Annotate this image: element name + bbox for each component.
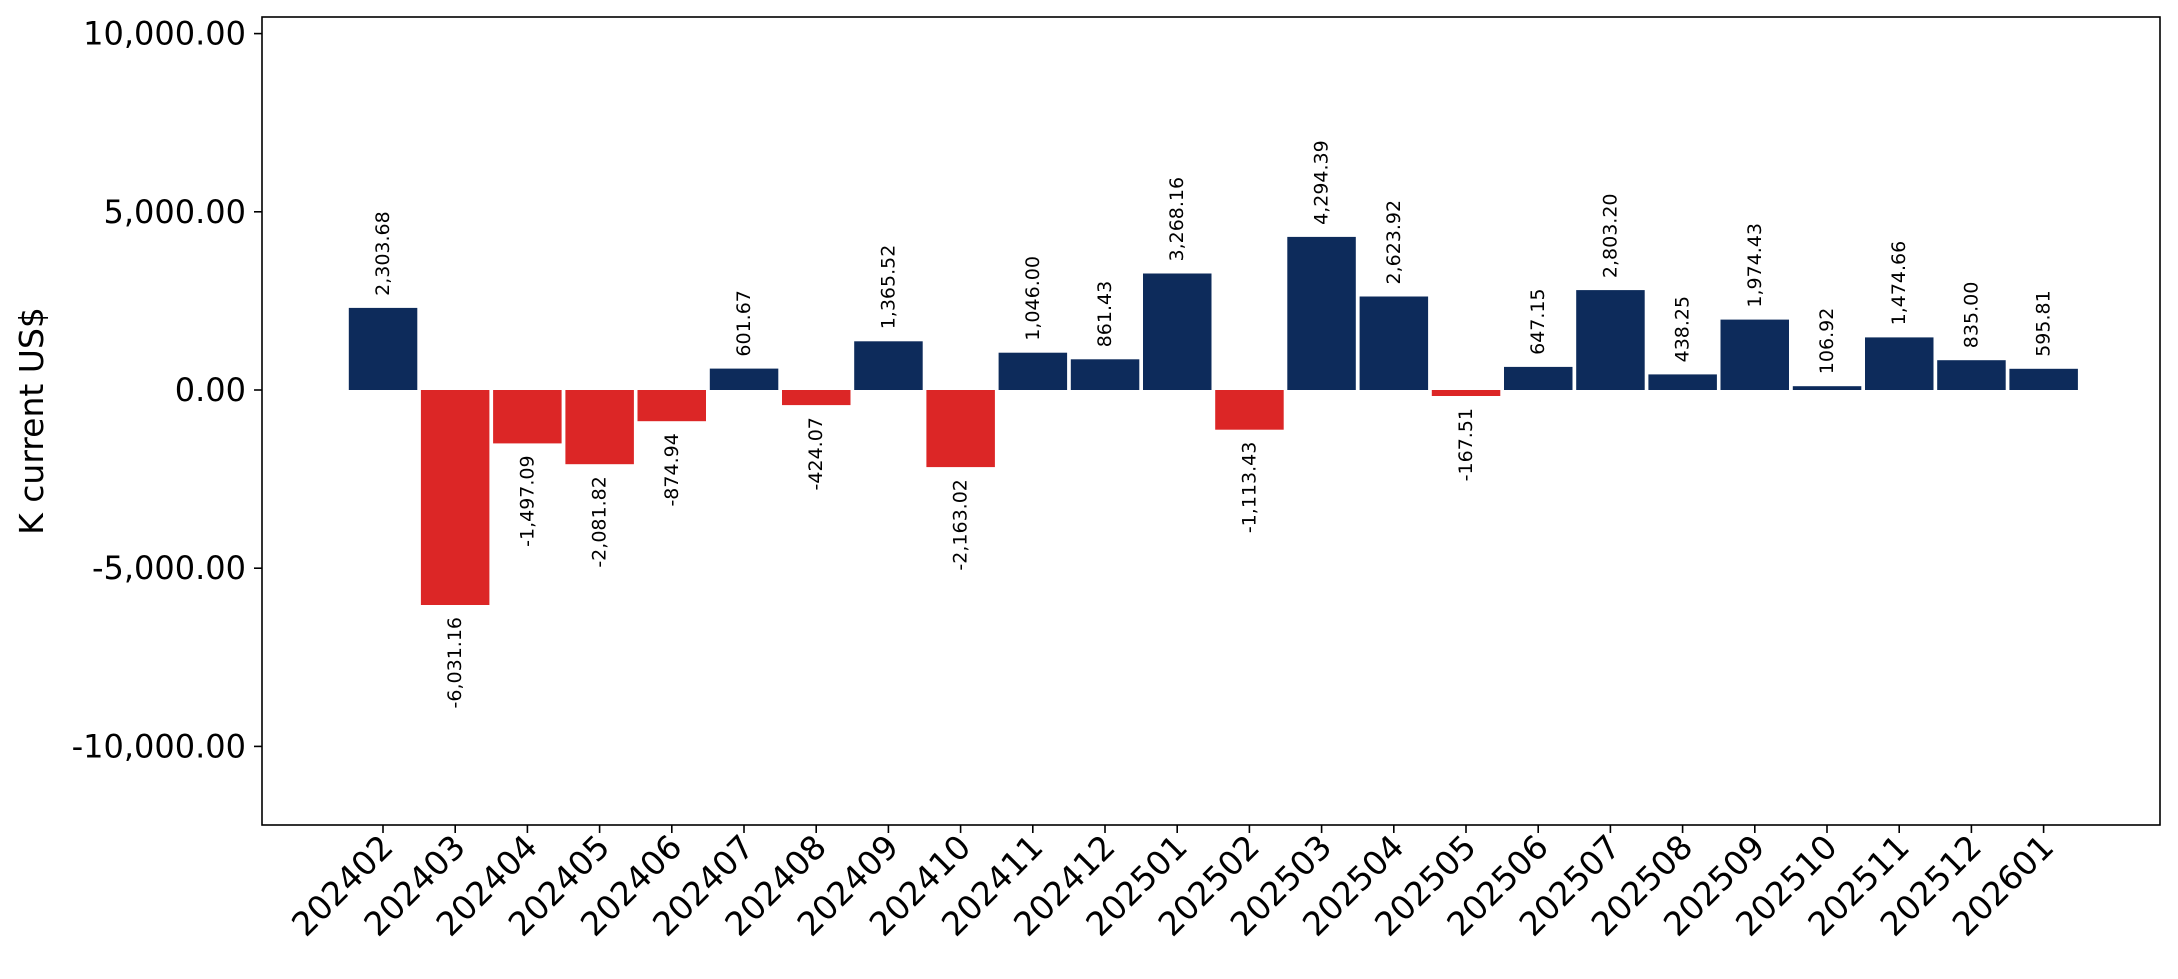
bar-202404	[493, 390, 562, 444]
bar-202409	[854, 341, 923, 390]
bar-202502	[1215, 390, 1284, 430]
bar-202405	[565, 390, 634, 465]
x-axis: 2024022024032024042024052024062024072024…	[284, 825, 2061, 944]
data-label-202404: -1,497.09	[516, 455, 538, 546]
data-label-202412: 861.43	[1094, 281, 1116, 347]
data-label-202502: -1,113.43	[1238, 442, 1260, 533]
y-axis: -10,000.00 -5,000.00 0.00 5,000.00 10,000.00	[72, 15, 262, 765]
bar-202601	[2009, 368, 2078, 390]
bar-202511	[1865, 337, 1934, 390]
data-label-202506: 647.15	[1527, 288, 1549, 354]
data-label-202402: 2,303.68	[372, 211, 394, 296]
bar-202403	[420, 390, 490, 605]
bar-202503	[1287, 236, 1356, 390]
data-label-202407: 601.67	[733, 290, 755, 356]
data-labels-layer: 2,303.68 -6,031.16 -1,497.09 -2,081.82 -874.…	[372, 140, 2055, 708]
data-label-202410: -2,163.02	[950, 479, 972, 570]
data-label-202409: 1,365.52	[877, 245, 899, 330]
data-label-202601: 595.81	[2033, 290, 2055, 356]
data-label-202507: 2,803.20	[1599, 193, 1621, 278]
bar-202406	[637, 390, 706, 422]
plot-frame	[261, 16, 2161, 826]
bar-202508	[1648, 374, 1717, 390]
y-tick-label: -10,000.00	[72, 727, 246, 765]
bar-202407	[709, 368, 779, 390]
bar-202509	[1720, 319, 1789, 390]
bar-202505	[1431, 390, 1501, 396]
data-label-202512: 835.00	[1960, 282, 1982, 348]
bar-202512	[1937, 360, 2006, 390]
data-label-202411: 1,046.00	[1022, 256, 1044, 341]
data-label-202503: 4,294.39	[1311, 140, 1333, 225]
data-label-202510: 106.92	[1816, 308, 1838, 374]
data-label-202408: -424.07	[805, 417, 827, 490]
y-axis-label: K current US$	[12, 307, 51, 535]
data-label-202403: -6,031.16	[444, 617, 466, 708]
data-label-202509: 1,974.43	[1744, 223, 1766, 308]
bar-202501	[1143, 273, 1212, 390]
data-label-202504: 2,623.92	[1383, 200, 1405, 285]
y-tick-label: 5,000.00	[104, 193, 247, 231]
bar-202506	[1504, 366, 1573, 390]
bar-202504	[1359, 296, 1429, 390]
data-label-202406: -874.94	[661, 433, 683, 506]
bar-202410	[926, 390, 995, 468]
bar-202411	[998, 352, 1068, 390]
data-label-202405: -2,081.82	[589, 476, 611, 567]
bar-202507	[1576, 290, 1645, 390]
bar-202412	[1070, 359, 1140, 390]
bar-202402	[348, 307, 418, 390]
data-label-202508: 438.25	[1672, 296, 1694, 362]
y-tick-label: 10,000.00	[83, 15, 246, 53]
data-label-202501: 3,268.16	[1166, 177, 1188, 262]
bar-202510	[1792, 386, 1862, 390]
bars-layer	[348, 236, 2078, 605]
y-tick-label: -5,000.00	[92, 549, 246, 587]
data-label-202511: 1,474.66	[1888, 241, 1910, 326]
bar-202408	[782, 390, 851, 406]
data-label-202505: -167.51	[1455, 408, 1477, 481]
y-tick-label: 0.00	[175, 371, 246, 409]
